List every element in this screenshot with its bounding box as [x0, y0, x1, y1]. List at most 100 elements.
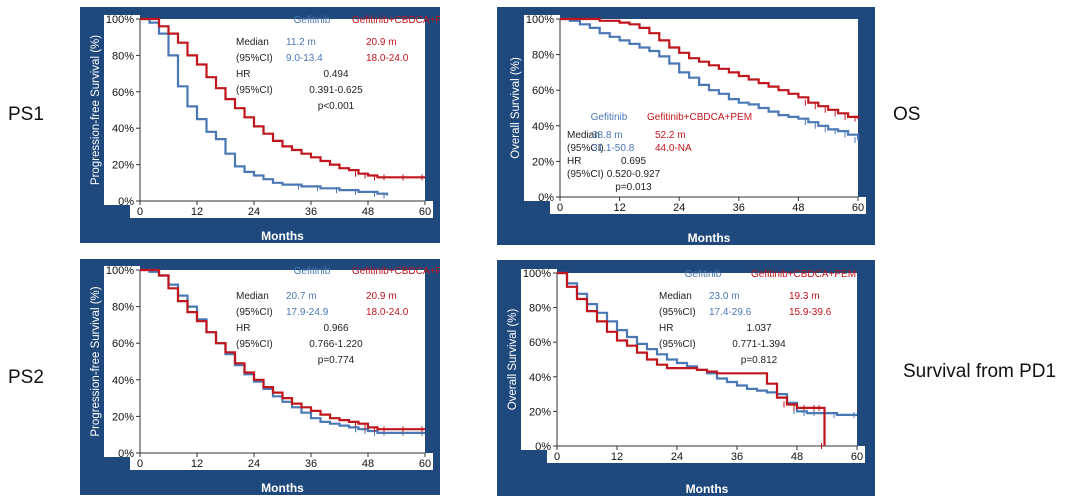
- legend-combo: Gefitinib+CBDCA+PEM: [352, 266, 440, 277]
- ps2-label: PS2: [8, 367, 44, 388]
- legend-gefitinib: Gefitinib: [294, 266, 331, 277]
- x-tick-label: 48: [362, 206, 374, 218]
- series-line-combo: [140, 268, 425, 431]
- x-tick-label: 12: [191, 206, 203, 218]
- plot-area: [557, 273, 857, 446]
- stat-hr-ci-label: (95%CI): [236, 85, 273, 96]
- stat-median-gefitinib: 23.0 m: [709, 291, 740, 302]
- legend-combo: Gefitinib+CBDCA+PEM: [647, 112, 752, 123]
- x-tick-label: 12: [611, 451, 623, 463]
- pd1-chart: 0% 20% 40% 60% 80% 100% 0 12 24 36 48 60 Overall Sur…: [497, 260, 875, 496]
- stat-hr-ci-label: (95%CI): [567, 169, 604, 180]
- legend-combo: Gefitinib+CBDCA+PEM: [751, 269, 856, 280]
- legend-gefitinib: Gefitinib: [685, 269, 722, 280]
- y-tick-label: 80%: [112, 50, 134, 62]
- legend-gefitinib: Gefitinib: [591, 112, 628, 123]
- x-tick-label: 48: [791, 451, 803, 463]
- x-tick-strip: [550, 197, 866, 214]
- stat-ci-combo: 44.0-NA: [655, 143, 692, 154]
- y-tick-strip: [521, 269, 557, 450]
- y-axis-title: Progression-free Survival (%): [90, 35, 102, 185]
- series-line-gefitinib: [560, 17, 860, 140]
- x-tick-label: 36: [305, 206, 317, 218]
- y-tick-label: 100%: [106, 14, 134, 26]
- x-tick-label: 36: [731, 451, 743, 463]
- x-tick-label: 24: [671, 451, 683, 463]
- y-axis-title: Overall Survival (%): [510, 57, 522, 159]
- y-tick-strip: [104, 266, 140, 457]
- series-line-combo: [560, 17, 860, 119]
- y-tick-label: 20%: [529, 406, 551, 418]
- stat-hr-label: HR: [567, 156, 581, 167]
- plot-area: [560, 19, 858, 197]
- y-tick-label: 20%: [112, 411, 134, 423]
- stat-hr-label: HR: [659, 323, 673, 334]
- y-axis-title: Overall Survival (%): [507, 309, 519, 411]
- stat-ci-combo: 15.9-39.6: [789, 307, 832, 318]
- series-line-gefitinib: [140, 17, 389, 196]
- stat-p-value: p=0.774: [318, 355, 355, 366]
- ps2-chart: 0% 20% 40% 60% 80% 100% 0 12 24 36 48 60 Progression…: [80, 259, 440, 495]
- stat-hr-ci-label: (95%CI): [659, 339, 696, 350]
- y-tick-label: 0%: [118, 448, 134, 460]
- y-tick-label: 40%: [529, 372, 551, 384]
- stat-hr-ci-value: 0.520-0.927: [607, 169, 661, 180]
- x-tick-strip: [130, 201, 433, 218]
- pd1-label: Survival from PD1: [903, 361, 1057, 382]
- stat-median-label: Median: [236, 37, 269, 48]
- series-line-combo: [140, 17, 425, 179]
- ps1-label: PS1: [8, 104, 44, 125]
- stat-ci-gefitinib: 9.0-13.4: [286, 53, 323, 64]
- x-tick-label: 0: [557, 202, 563, 214]
- y-tick-label: 20%: [532, 156, 554, 168]
- y-tick-label: 40%: [112, 123, 134, 135]
- stat-median-label: Median: [236, 291, 269, 302]
- stat-ci-combo: 18.0-24.0: [366, 53, 409, 64]
- stat-ci-label: (95%CI): [567, 143, 604, 154]
- stat-median-combo: 20.9 m: [366, 37, 397, 48]
- stat-hr-ci-value: 0.771-1.394: [732, 339, 786, 350]
- y-tick-label: 100%: [523, 268, 551, 280]
- os-label: OS: [893, 104, 921, 125]
- stat-median-combo: 52.2 m: [655, 130, 686, 141]
- stat-hr-value: 1.037: [746, 323, 771, 334]
- y-tick-label: 100%: [526, 14, 554, 26]
- y-tick-label: 100%: [106, 265, 134, 277]
- x-tick-label: 60: [852, 202, 864, 214]
- y-tick-label: 40%: [532, 121, 554, 133]
- stat-hr-value: 0.494: [323, 69, 348, 80]
- x-tick-label: 60: [419, 206, 431, 218]
- y-tick-label: 80%: [112, 302, 134, 314]
- stat-median-gefitinib: 38.8 m: [592, 130, 623, 141]
- y-axis-title: Progression-free Survival (%): [90, 286, 102, 436]
- stat-ci-gefitinib: 31.1-50.8: [592, 143, 635, 154]
- y-tick-label: 60%: [112, 338, 134, 350]
- legend-combo: Gefitinib+CBDCA+PEM: [352, 15, 440, 26]
- stat-median-combo: 19.3 m: [789, 291, 820, 302]
- stat-median-combo: 20.9 m: [366, 291, 397, 302]
- x-tick-strip: [130, 453, 433, 470]
- x-tick-label: 36: [305, 458, 317, 470]
- stat-hr-ci-label: (95%CI): [236, 339, 273, 350]
- x-tick-label: 36: [733, 202, 745, 214]
- stat-hr-value: 0.695: [621, 156, 646, 167]
- stat-hr-label: HR: [236, 69, 250, 80]
- x-tick-label: 48: [362, 458, 374, 470]
- stat-p-value: p<0.001: [318, 101, 355, 112]
- x-tick-strip: [547, 446, 865, 463]
- y-tick-label: 0%: [538, 192, 554, 204]
- x-tick-label: 0: [554, 451, 560, 463]
- x-axis-title: Months: [261, 481, 304, 495]
- x-axis-title: Months: [686, 482, 729, 496]
- x-tick-label: 24: [673, 202, 685, 214]
- stat-hr-ci-value: 0.766-1.220: [309, 339, 363, 350]
- stat-ci-label: (95%CI): [659, 307, 696, 318]
- stat-hr-ci-value: 0.391-0.625: [309, 85, 363, 96]
- x-tick-label: 24: [248, 206, 260, 218]
- y-tick-label: 40%: [112, 375, 134, 387]
- y-tick-strip: [104, 15, 140, 205]
- y-tick-label: 60%: [532, 85, 554, 97]
- stat-median-gefitinib: 11.2 m: [286, 37, 316, 48]
- y-tick-label: 80%: [529, 303, 551, 315]
- stat-hr-value: 0.966: [323, 323, 348, 334]
